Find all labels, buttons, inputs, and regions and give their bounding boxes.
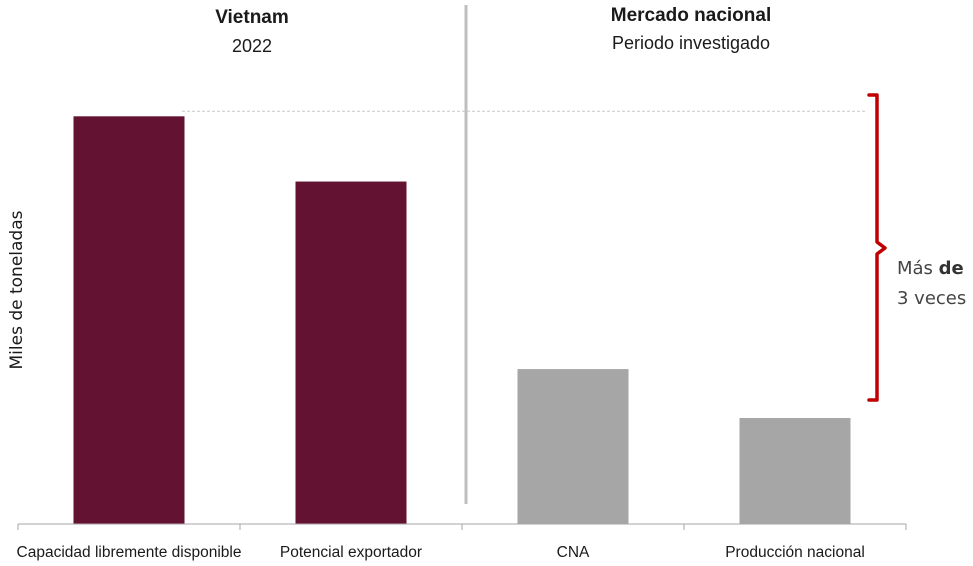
comparison-bracket bbox=[867, 93, 887, 402]
x-tick-label-4: Producción nacional bbox=[725, 544, 865, 561]
x-axis-ticks bbox=[17, 524, 907, 530]
x-tick-label-3: CNA bbox=[557, 544, 590, 561]
x-axis-labels: Capacidad libremente disponible Potencial… bbox=[17, 544, 865, 561]
x-tick-label-2: Potencial exportador bbox=[280, 544, 422, 561]
annotation-line2: 3 veces bbox=[897, 288, 966, 309]
bar-1 bbox=[73, 116, 185, 525]
group-subtitle-vietnam: 2022 bbox=[232, 36, 272, 56]
annotation-bold: de bbox=[939, 258, 964, 279]
annotation-regular: Más bbox=[897, 258, 939, 279]
group-subtitle-mercado-nacional: Periodo investigado bbox=[612, 33, 770, 53]
y-axis-label: Miles de toneladas bbox=[7, 210, 27, 369]
bar-2 bbox=[295, 181, 407, 525]
bars-group bbox=[73, 116, 851, 525]
bar-3 bbox=[517, 369, 629, 524]
annotation-line1: Más de bbox=[897, 258, 964, 279]
group-title-mercado-nacional: Mercado nacional bbox=[611, 5, 772, 26]
group-title-vietnam: Vietnam bbox=[215, 7, 289, 28]
x-tick-label-1: Capacidad libremente disponible bbox=[17, 544, 242, 561]
bar-4 bbox=[739, 418, 851, 524]
